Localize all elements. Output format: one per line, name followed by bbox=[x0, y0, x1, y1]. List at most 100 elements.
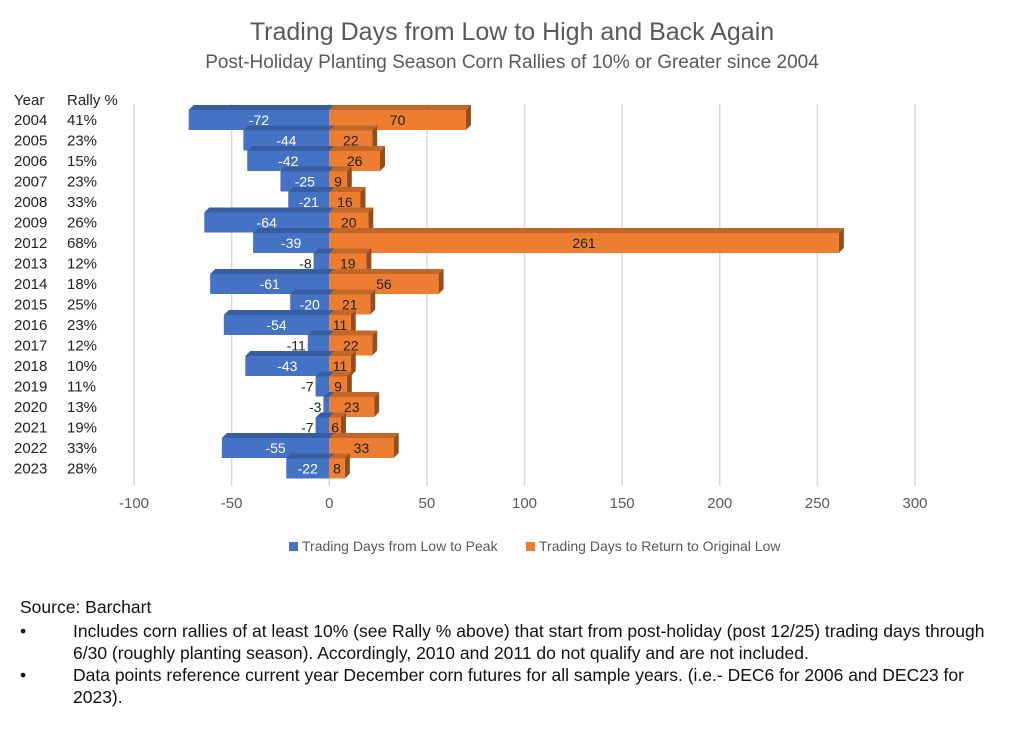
year-label: 2016 bbox=[14, 317, 47, 334]
year-label: 2006 bbox=[14, 153, 47, 170]
chart-subtitle: Post-Holiday Planting Season Corn Rallie… bbox=[205, 52, 819, 73]
data-label-low-to-peak: -8 bbox=[299, 256, 312, 272]
data-label-return-to-low: 56 bbox=[376, 276, 392, 292]
chart-title: Trading Days from Low to High and Back A… bbox=[249, 18, 775, 46]
bar-return-to-low-top bbox=[329, 248, 372, 254]
bar-return-to-low-side bbox=[374, 392, 380, 417]
data-label-return-to-low: 21 bbox=[342, 297, 358, 313]
rally-pct-label: 41% bbox=[67, 112, 97, 129]
rally-pct-label: 19% bbox=[67, 420, 97, 437]
data-label-low-to-peak: -43 bbox=[277, 358, 297, 374]
data-label-return-to-low: 9 bbox=[334, 174, 342, 190]
year-label: 2007 bbox=[14, 174, 47, 191]
legend-label-return-to-low: Trading Days to Return to Original Low bbox=[539, 538, 781, 554]
bar-low-to-peak bbox=[253, 233, 330, 253]
rally-pct-label: 18% bbox=[67, 276, 97, 293]
bullet-symbol: • bbox=[20, 621, 27, 641]
year-label: 2015 bbox=[14, 297, 47, 314]
rally-pct-label: 15% bbox=[67, 153, 97, 170]
note-text-2: Data points reference current year Decem… bbox=[73, 665, 964, 707]
note-bullet-2: • Data points reference current year Dec… bbox=[20, 664, 1010, 708]
rally-pct-label: 13% bbox=[67, 399, 97, 416]
legend-swatch-orange bbox=[526, 541, 535, 551]
bar-low-to-peak bbox=[210, 274, 330, 294]
legend-item-low-to-peak: Trading Days from Low to Peak bbox=[289, 538, 498, 554]
bar-return-to-low bbox=[329, 130, 373, 151]
data-label-low-to-peak: -54 bbox=[266, 317, 286, 333]
data-label-return-to-low: 9 bbox=[334, 379, 342, 395]
bar-low-to-peak-top bbox=[204, 207, 335, 213]
bar-low-to-peak bbox=[307, 335, 330, 356]
bar-low-to-peak-top bbox=[323, 392, 335, 397]
data-label-return-to-low: 26 bbox=[347, 153, 363, 169]
bar-return-to-low bbox=[329, 212, 369, 233]
rally-pct-label: 33% bbox=[67, 440, 97, 457]
bar-return-to-low-top bbox=[329, 351, 356, 356]
bar-low-to-peak bbox=[290, 294, 330, 315]
bar-return-to-low-side bbox=[350, 310, 356, 335]
data-label-return-to-low: 20 bbox=[341, 215, 357, 231]
bar-return-to-low bbox=[329, 417, 341, 438]
data-label-return-to-low: 8 bbox=[333, 461, 341, 477]
bar-low-to-peak-top bbox=[247, 146, 335, 151]
rally-pct-label: 23% bbox=[67, 174, 97, 191]
bar-return-to-low-side bbox=[346, 166, 352, 192]
bullet-symbol: • bbox=[20, 665, 27, 685]
note-bullet-1: • Includes corn rallies of at least 10% … bbox=[20, 620, 1010, 664]
bar-return-to-low-top bbox=[329, 330, 378, 336]
bar-return-to-low-top bbox=[329, 187, 366, 192]
data-label-return-to-low: 19 bbox=[340, 256, 356, 272]
bar-return-to-low-side bbox=[838, 228, 844, 253]
rally-pct-label: 12% bbox=[67, 256, 97, 273]
bar-return-to-low-side bbox=[360, 187, 366, 212]
bar-low-to-peak bbox=[288, 192, 330, 212]
bar-return-to-low bbox=[329, 233, 839, 253]
year-label: 2020 bbox=[14, 399, 47, 416]
year-label: 2005 bbox=[14, 133, 47, 150]
bar-return-to-low bbox=[329, 438, 394, 458]
bar-return-to-low bbox=[329, 171, 347, 192]
year-label: 2013 bbox=[14, 256, 47, 273]
data-label-low-to-peak: -39 bbox=[281, 235, 301, 251]
bar-return-to-low-top bbox=[329, 412, 346, 418]
year-label: 2022 bbox=[14, 440, 47, 457]
bar-return-to-low-side bbox=[346, 371, 352, 397]
data-label-return-to-low: 261 bbox=[572, 235, 596, 251]
bar-low-to-peak bbox=[243, 130, 330, 151]
bar-low-to-peak bbox=[315, 417, 330, 438]
bar-low-to-peak bbox=[247, 151, 330, 171]
bar-return-to-low-side bbox=[438, 269, 444, 294]
data-label-low-to-peak: -21 bbox=[299, 194, 319, 210]
data-label-return-to-low: 23 bbox=[344, 399, 360, 415]
data-label-low-to-peak: -42 bbox=[278, 153, 298, 169]
rally-pct-label: 23% bbox=[67, 133, 97, 150]
bar-return-to-low bbox=[329, 110, 466, 130]
x-tick-label: 200 bbox=[707, 495, 732, 512]
bar-low-to-peak bbox=[315, 376, 330, 397]
year-label: 2017 bbox=[14, 338, 47, 355]
rally-pct-label: 33% bbox=[67, 194, 97, 211]
bar-return-to-low-top bbox=[329, 105, 471, 110]
bar-return-to-low-top bbox=[329, 207, 374, 213]
bar-low-to-peak-top bbox=[245, 351, 335, 356]
bar-low-to-peak-top bbox=[188, 105, 335, 110]
rally-column-header: Rally % bbox=[67, 92, 118, 109]
bar-return-to-low-top bbox=[329, 125, 378, 131]
bar-low-to-peak-top bbox=[307, 330, 335, 336]
bar-return-to-low-side bbox=[340, 412, 346, 438]
bar-low-to-peak-top bbox=[280, 166, 335, 172]
bar-low-to-peak bbox=[313, 253, 330, 274]
bar-low-to-peak-top bbox=[286, 453, 335, 459]
bar-return-to-low bbox=[329, 458, 345, 479]
data-label-return-to-low: 22 bbox=[343, 338, 359, 354]
legend-label-low-to-peak: Trading Days from Low to Peak bbox=[302, 538, 498, 554]
bar-return-to-low bbox=[329, 376, 347, 397]
x-tick-label: 250 bbox=[805, 495, 830, 512]
rally-pct-label: 26% bbox=[67, 215, 97, 232]
data-label-return-to-low: 33 bbox=[354, 440, 370, 456]
bar-low-to-peak-top bbox=[288, 187, 335, 192]
bar-chart: -100 -50 0 50 100 150 200 250 300 2004 41% -72 70 200… bbox=[14, 104, 928, 512]
bar-return-to-low-side bbox=[368, 207, 374, 233]
year-label: 2019 bbox=[14, 379, 47, 396]
bar-low-to-peak bbox=[188, 110, 330, 130]
